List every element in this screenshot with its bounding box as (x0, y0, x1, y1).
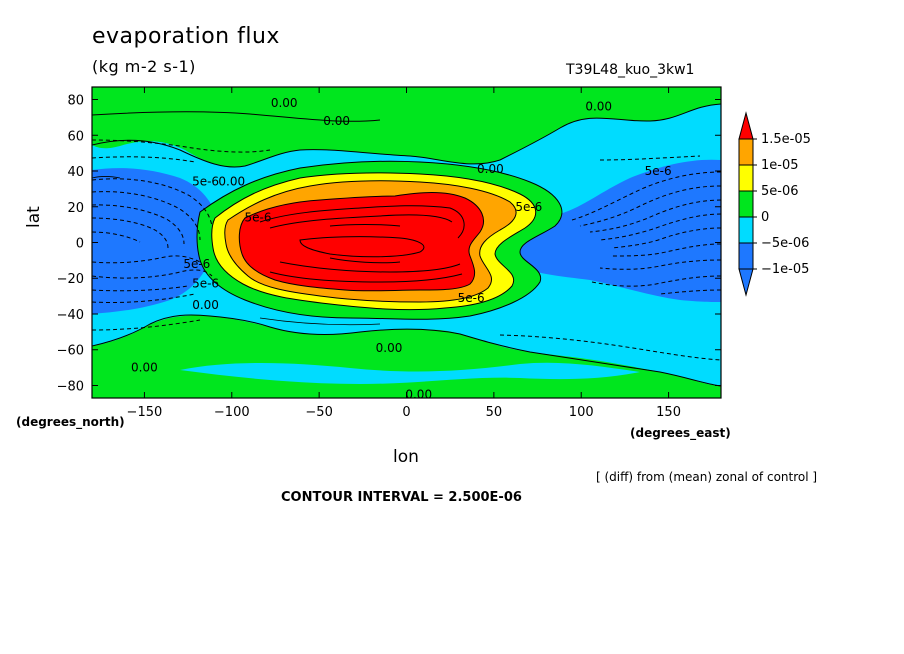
contour-labels: 0.000.000.000.000.005e-65e-65e-65e-65e-6… (131, 96, 672, 401)
colorbar-bin (738, 216, 754, 244)
y-tick-label: 80 (67, 94, 84, 109)
contour-label: 5e-6 (458, 291, 485, 305)
contour-label: 0.00 (477, 162, 504, 176)
contour-label: 5e-6 (192, 175, 219, 189)
contour-label: 0.00 (405, 387, 432, 401)
colorbar-label: 5e-06 (761, 184, 799, 199)
colorbar-high-arrow (738, 111, 754, 140)
x-axis-units: (degrees_east) (630, 426, 731, 440)
colorbar-bin (738, 138, 754, 166)
contour-interval: CONTOUR INTERVAL = 2.500E-06 (281, 490, 522, 505)
contour-label: 0.00 (323, 114, 350, 128)
y-axis-units: (degrees_north) (16, 415, 125, 429)
y-tick-label: −40 (57, 308, 84, 323)
contour-fill (92, 87, 721, 398)
plot-axes: −150 −100 −50 0 50 100 150 −80 −60 −40 −20 0 20 40 60… (57, 86, 722, 420)
contour-label: 5e-6 (515, 200, 542, 214)
colorbar-label: −1e-05 (761, 262, 809, 277)
x-tick-label: 100 (569, 405, 594, 420)
colorbar-bin (738, 164, 754, 192)
x-tick-label: −50 (305, 405, 332, 420)
chart-units: (kg m-2 s-1) (92, 57, 196, 76)
colorbar-label: 1.5e-05 (761, 132, 811, 147)
contour-lines (92, 103, 721, 387)
colorbar-label: 1e-05 (761, 158, 799, 173)
contour-label: 0.00 (218, 175, 245, 189)
contour-label: 5e-6 (183, 257, 210, 271)
y-axis-label: lat (24, 206, 44, 228)
chart-title: evaporation flux (92, 24, 280, 49)
contour-label: 5e-6 (244, 210, 271, 224)
contour-label: 0.00 (192, 298, 219, 312)
colorbar-bin (738, 242, 754, 270)
y-tick-label: −80 (57, 379, 84, 394)
contour-label: 0.00 (585, 100, 612, 114)
colorbar-label: −5e-06 (761, 236, 809, 251)
y-tick-label: 0 (76, 237, 84, 252)
diff-note: [ (diff) from (mean) zonal of control ] (596, 470, 818, 484)
contour-label: 0.00 (376, 341, 403, 355)
x-tick-label: 50 (486, 405, 503, 420)
contour-label: 5e-6 (192, 277, 219, 291)
x-tick-label: −150 (127, 405, 163, 420)
x-tick-label: 150 (656, 405, 681, 420)
x-tick-label: −100 (214, 405, 250, 420)
y-tick-label: −60 (57, 344, 84, 359)
y-tick-label: 20 (67, 201, 84, 216)
y-tick-label: 60 (67, 129, 84, 144)
contour-label: 5e-6 (645, 164, 672, 178)
run-name: T39L48_kuo_3kw1 (566, 62, 695, 78)
y-tick-label: 40 (67, 165, 84, 180)
x-axis-label: lon (393, 447, 419, 467)
contour-label: 0.00 (131, 361, 158, 375)
colorbar-label: 0 (761, 210, 769, 225)
y-tick-label: −20 (57, 272, 84, 287)
colorbar-low-arrow (738, 268, 754, 297)
colorbar-bin (738, 190, 754, 218)
x-tick-label: 0 (402, 405, 410, 420)
colorbar: 1.5e-05 1e-05 5e-06 0 −5e-06 −1e-05 (738, 111, 811, 297)
contour-label: 0.00 (271, 96, 298, 110)
